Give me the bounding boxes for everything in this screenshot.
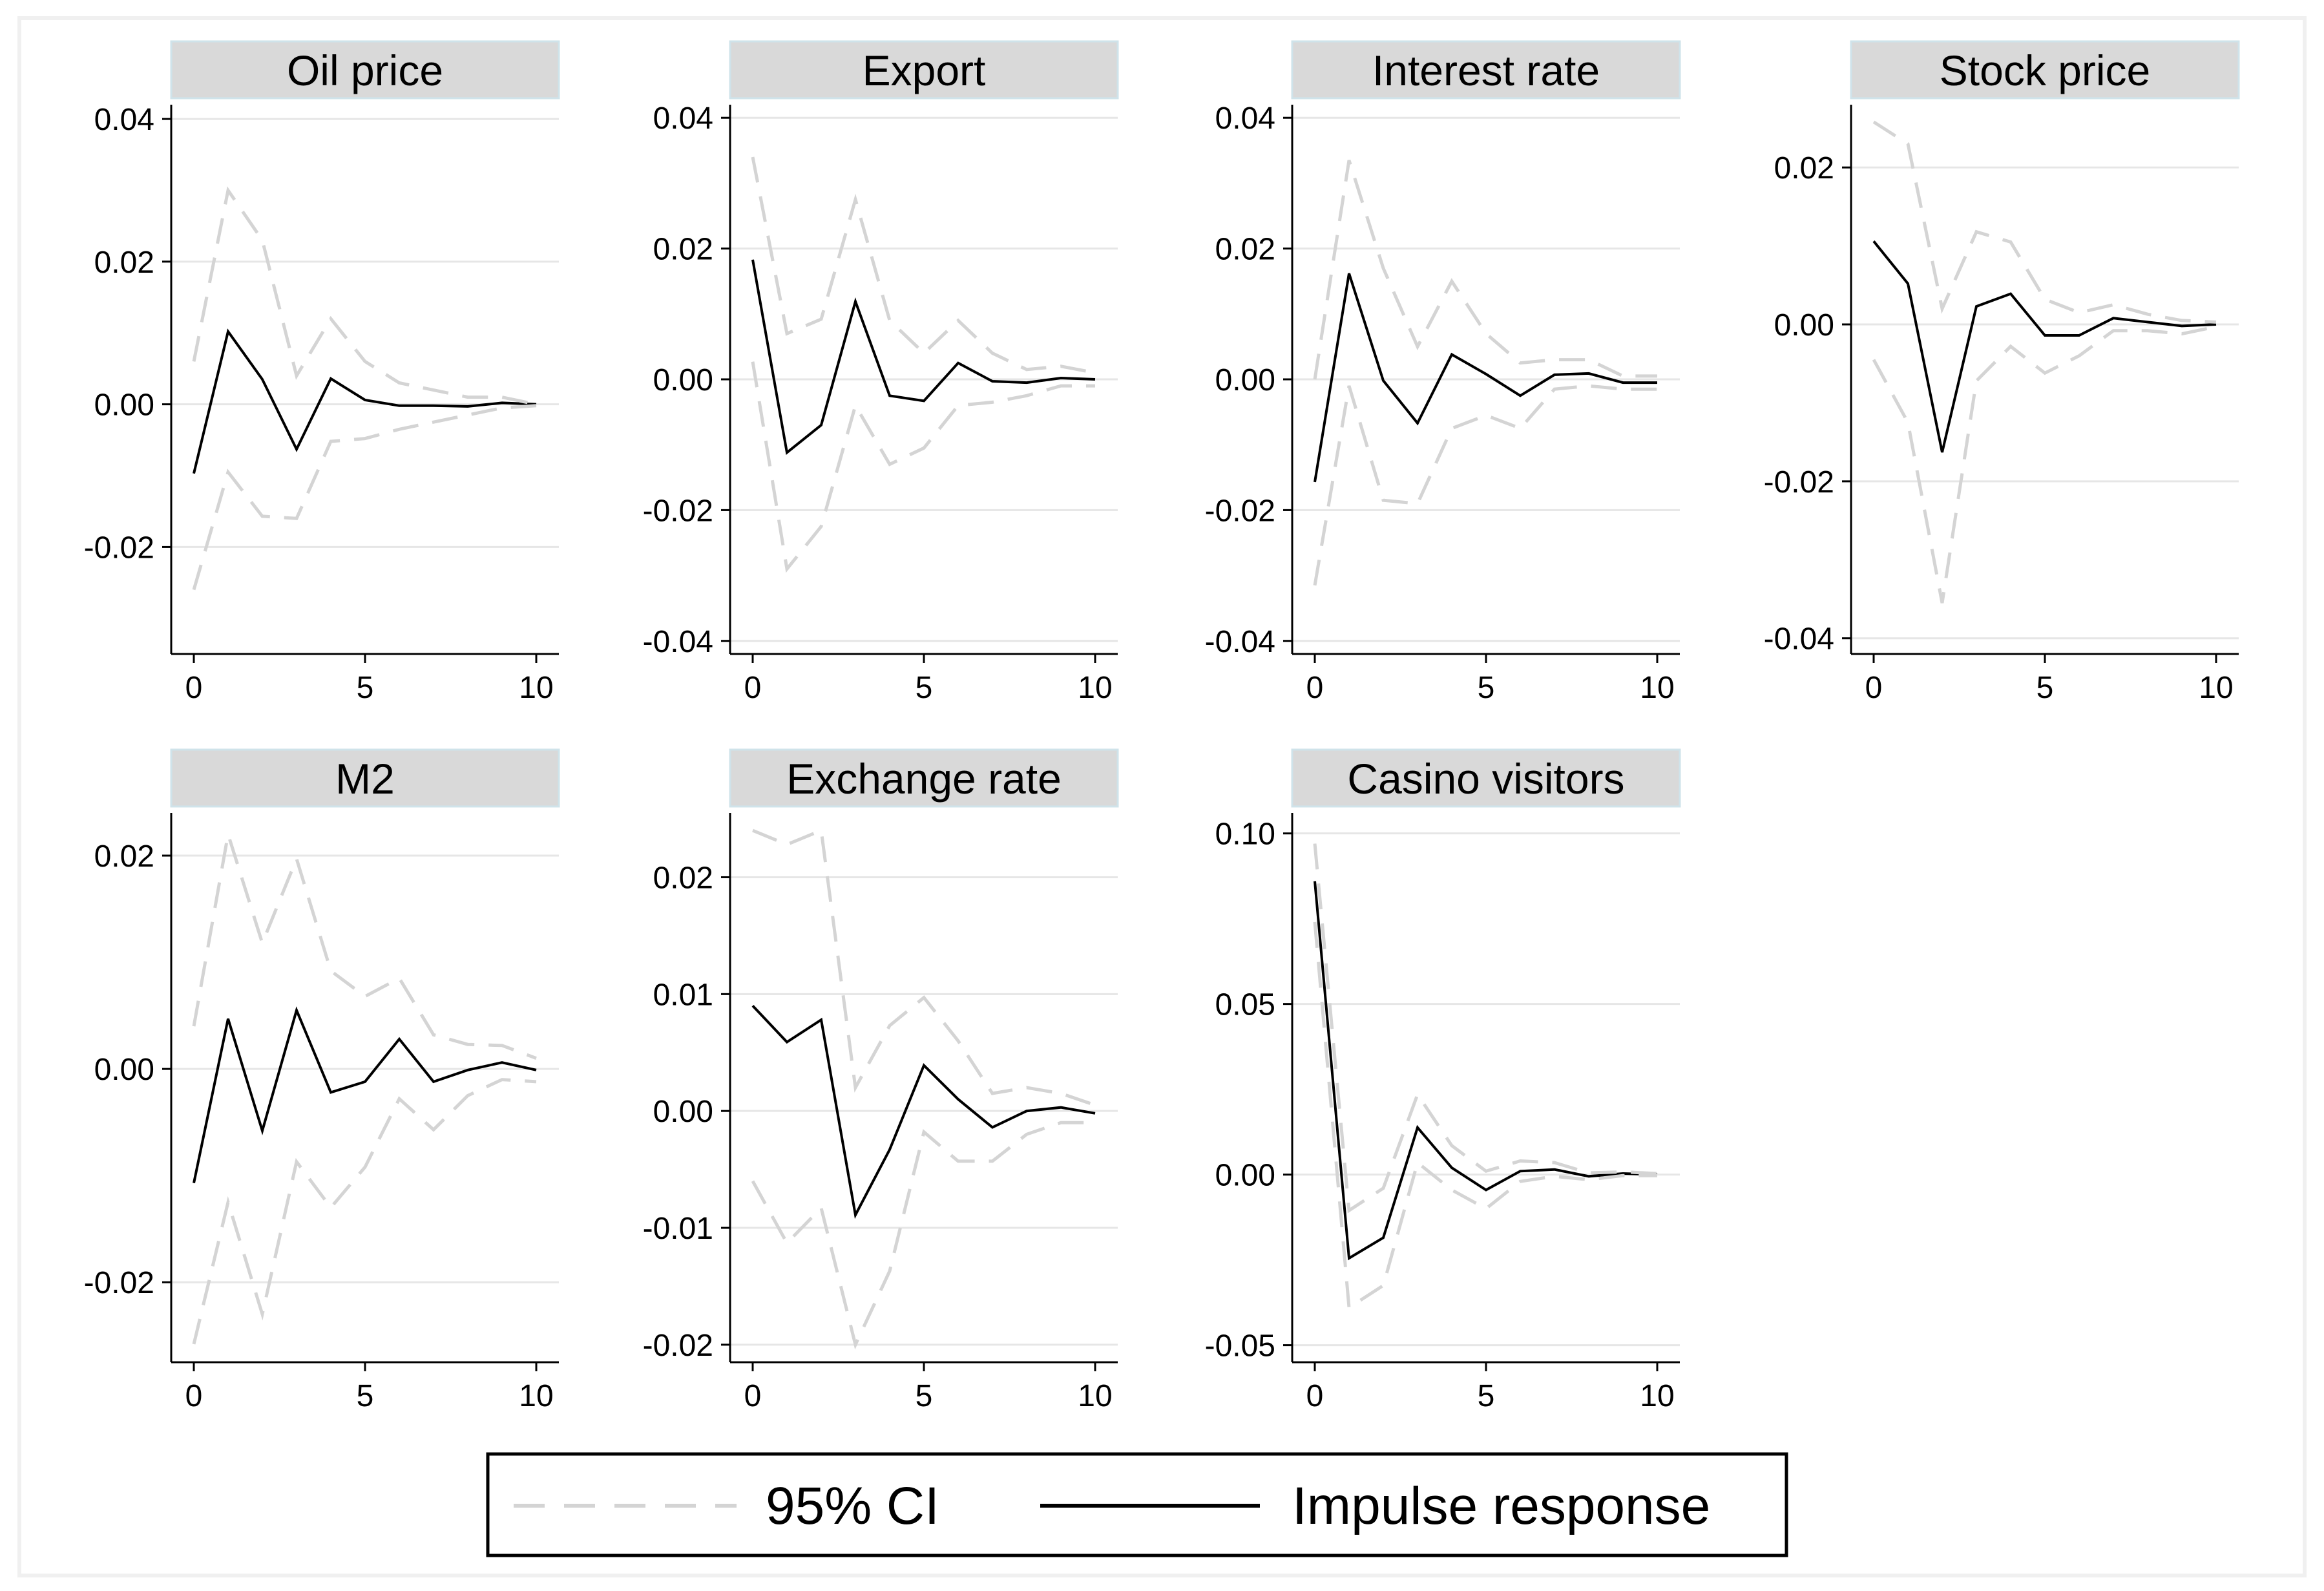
panel-title: Interest rate [1372, 47, 1600, 94]
ci-lower-line [751, 1121, 1095, 1350]
y-tick-label: -0.05 [1205, 1329, 1275, 1364]
impulse-response-line [751, 1005, 1096, 1219]
ci-lower-line [1313, 384, 1657, 586]
panel-1: Oil price -0.02 0.00 0.02 0.04 0 5 10 [84, 40, 560, 705]
y-tick-label: -0.02 [84, 1266, 154, 1300]
panels-group: Oil price -0.02 0.00 0.02 0.04 0 5 10 Export -0.0… [84, 40, 2240, 1413]
y-tick-label: -0.04 [1764, 622, 1834, 657]
y-tick-label: 0.02 [1215, 233, 1275, 267]
y-tick-label: 0.00 [653, 1095, 713, 1129]
y-tick-label: 0.04 [94, 103, 154, 137]
y-tick-label: 0.00 [1774, 308, 1834, 342]
ci-lower-line [192, 404, 537, 591]
panel-title: M2 [335, 755, 395, 803]
x-tick-label: 5 [1478, 671, 1495, 705]
y-tick-label: -0.01 [643, 1212, 713, 1246]
legend: 95% CI Impulse response [486, 1452, 1788, 1557]
panel-title: Exchange rate [786, 755, 1062, 803]
impulse-response-line [751, 259, 1096, 455]
y-tick-label: 0.00 [94, 388, 154, 423]
impulse-response-line [193, 1006, 537, 1184]
legend-ir-label: Impulse response [1292, 1477, 1710, 1535]
x-tick-label: 10 [1078, 671, 1112, 705]
x-tick-label: 5 [2036, 671, 2054, 705]
panel-2: Export -0.04 -0.02 0.00 0.02 0.04 0 5 10 [643, 40, 1119, 705]
ci-lower-line [751, 361, 1095, 573]
ci-lower-line [192, 1078, 537, 1345]
panel-title-bar [729, 40, 1119, 100]
x-tick-label: 10 [2199, 671, 2233, 705]
x-tick-label: 10 [519, 1379, 553, 1413]
panel-title-bar [170, 748, 560, 808]
panel-7: Casino visitors -0.05 0.00 0.05 0.10 0 5 10 [1205, 748, 1681, 1413]
y-tick-label: 0.00 [1215, 1159, 1275, 1193]
panel-title-bar [170, 40, 560, 100]
y-tick-label: -0.02 [643, 1329, 713, 1363]
y-tick-label: -0.02 [1764, 465, 1834, 500]
panel-title: Stock price [1940, 47, 2150, 94]
panel-title: Export [863, 47, 986, 94]
y-tick-label: 0.00 [94, 1053, 154, 1087]
ci-lower-line [1872, 325, 2217, 604]
y-tick-label: -0.02 [643, 494, 713, 528]
x-tick-label: 10 [1078, 1379, 1112, 1413]
x-tick-label: 0 [1865, 671, 1883, 705]
y-tick-label: -0.04 [1205, 625, 1275, 659]
panel-title-bar [1850, 40, 2240, 100]
y-tick-label: 0.00 [653, 363, 713, 397]
figure-frame [17, 16, 2307, 1577]
x-tick-label: 0 [1306, 671, 1324, 705]
y-tick-label: 0.01 [653, 978, 713, 1012]
y-tick-label: 0.02 [1774, 151, 1834, 185]
panel-3: Interest rate -0.04 -0.02 0.00 0.02 0.04 0 5 10 [1205, 40, 1681, 705]
ci-upper-line [751, 156, 1096, 375]
y-tick-label: -0.04 [643, 625, 713, 659]
y-tick-label: 0.02 [653, 233, 713, 267]
x-tick-label: 5 [1478, 1379, 1495, 1413]
x-tick-label: 0 [185, 1379, 203, 1413]
x-tick-label: 5 [357, 671, 374, 705]
x-tick-label: 0 [1306, 1379, 1324, 1413]
ci-upper-line [192, 186, 537, 406]
panel-title-bar [729, 748, 1119, 808]
y-tick-label: 0.02 [94, 839, 154, 874]
ci-upper-line [752, 828, 1096, 1107]
x-tick-label: 10 [1640, 671, 1674, 705]
panel-title-bar [1291, 748, 1681, 808]
impulse-response-line [1314, 881, 1658, 1261]
y-tick-label: 0.05 [1215, 988, 1275, 1022]
y-tick-label: 0.04 [653, 101, 713, 136]
y-tick-label: 0.10 [1215, 817, 1275, 852]
x-tick-label: 5 [357, 1379, 374, 1413]
x-tick-label: 5 [916, 671, 933, 705]
impulse-response-line [1872, 240, 2217, 453]
panel-title: Oil price [287, 47, 443, 94]
x-tick-label: 10 [1640, 1379, 1674, 1413]
y-tick-label: -0.02 [84, 531, 154, 565]
x-tick-label: 10 [519, 671, 553, 705]
impulse-response-line [193, 328, 537, 474]
panel-4: Stock price -0.04 -0.02 0.00 0.02 0 5 10 [1764, 40, 2240, 705]
legend-ci-label: 95% CI [766, 1477, 939, 1535]
ci-upper-line [1313, 843, 1658, 1214]
y-tick-label: 0.04 [1215, 101, 1275, 136]
y-tick-label: 0.02 [653, 861, 713, 895]
ci-upper-line [1313, 160, 1657, 380]
panel-title: Casino visitors [1347, 755, 1624, 803]
y-tick-label: 0.00 [1215, 363, 1275, 397]
panel-title-bar [1291, 40, 1681, 100]
x-tick-label: 0 [185, 671, 203, 705]
panel-6: Exchange rate -0.02 -0.01 0.00 0.01 0.02 0 5 10 [643, 748, 1119, 1413]
legend-box [486, 1452, 1788, 1557]
y-tick-label: -0.02 [1205, 494, 1275, 528]
impulse-response-line [1314, 273, 1657, 483]
x-tick-label: 0 [744, 1379, 762, 1413]
panel-5: M2 -0.02 0.00 0.02 0 5 10 [84, 748, 560, 1413]
x-tick-label: 5 [916, 1379, 933, 1413]
ci-lower-line [1313, 922, 1657, 1311]
y-tick-label: 0.02 [94, 246, 154, 280]
x-tick-label: 0 [744, 671, 762, 705]
